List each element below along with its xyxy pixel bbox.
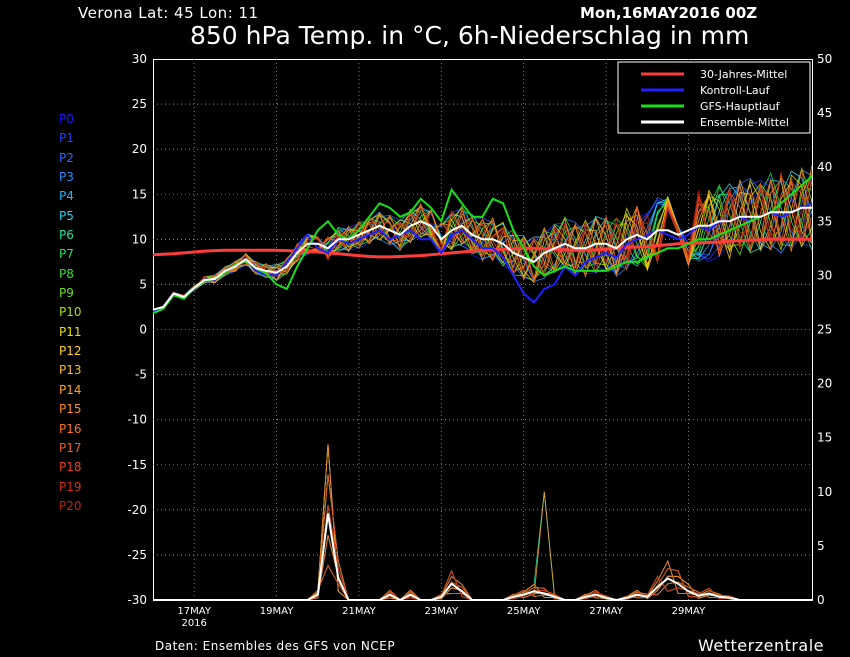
member-label-p16: P16 bbox=[59, 421, 82, 436]
member-label-p19: P19 bbox=[59, 479, 82, 494]
x-tick-label: 25MAY bbox=[507, 606, 541, 617]
x-tick-label: 23MAY bbox=[425, 606, 459, 617]
member-label-p10: P10 bbox=[59, 305, 82, 320]
chart-title: 850 hPa Temp. in °C, 6h-Niederschlag in … bbox=[190, 21, 750, 50]
member-label-p4: P4 bbox=[59, 189, 74, 204]
legend-label: 30-Jahres-Mittel bbox=[700, 68, 787, 81]
member-label-p9: P9 bbox=[59, 286, 74, 301]
member-label-p20: P20 bbox=[59, 498, 82, 513]
y-right-tick-label: 35 bbox=[817, 214, 832, 228]
y-left-tick-label: 5 bbox=[139, 277, 147, 291]
y-left-tick-label: -25 bbox=[127, 548, 147, 562]
member-label-p15: P15 bbox=[59, 402, 82, 417]
member-label-p6: P6 bbox=[59, 228, 74, 243]
member-label-p17: P17 bbox=[59, 440, 82, 455]
y-left-tick-label: -10 bbox=[127, 413, 147, 427]
y-right-tick-label: 10 bbox=[817, 485, 832, 499]
series-line bbox=[152, 202, 813, 313]
main-series bbox=[152, 175, 813, 602]
y-left-tick-label: 15 bbox=[132, 187, 147, 201]
forecast-datetime: Mon,16MAY2016 00Z bbox=[580, 4, 758, 22]
member-temp-line bbox=[152, 180, 813, 311]
y-right-tick-label: 0 bbox=[817, 593, 825, 607]
y-left-tick-label: -30 bbox=[127, 593, 147, 607]
y-right-tick-label: 40 bbox=[817, 160, 832, 174]
y-left-tick-label: 0 bbox=[139, 323, 147, 337]
member-label-p1: P1 bbox=[59, 131, 74, 146]
y-right-tick-label: 25 bbox=[817, 323, 832, 337]
y-left-tick-label: -15 bbox=[127, 458, 147, 472]
legend: 30-Jahres-Mittel Kontroll-Lauf GFS-Hauptla… bbox=[617, 61, 811, 134]
member-label-p11: P11 bbox=[59, 324, 82, 339]
member-label-p13: P13 bbox=[59, 363, 82, 378]
member-label-p12: P12 bbox=[59, 344, 82, 359]
member-label-p14: P14 bbox=[59, 382, 82, 397]
legend-label: Ensemble-Mittel bbox=[700, 116, 789, 129]
member-label-p0: P0 bbox=[59, 112, 74, 126]
series-line bbox=[152, 237, 812, 259]
y-right-tick-label: 45 bbox=[817, 106, 832, 120]
y-right-tick-label: 15 bbox=[817, 431, 832, 445]
member-label-p2: P2 bbox=[59, 150, 74, 165]
axes: 302520151050-5-10-15-20-25-3050454035302… bbox=[127, 52, 832, 629]
y-left-tick-label: 25 bbox=[132, 97, 147, 111]
x-year-label: 2016 bbox=[181, 618, 206, 629]
x-tick-label: 17MAY bbox=[177, 606, 211, 617]
y-left-tick-label: 20 bbox=[132, 142, 147, 156]
ensemble-member-list: P0 P1 P2 P3 P4 P5 P6 P7 P8 P9 P10 P11 P12 P13 P14 P15 P1… bbox=[59, 110, 82, 516]
y-right-tick-label: 30 bbox=[817, 268, 832, 282]
legend-label: Kontroll-Lauf bbox=[700, 84, 771, 97]
x-tick-label: 21MAY bbox=[342, 606, 376, 617]
series-line bbox=[153, 513, 812, 602]
brand-label: Wetterzentrale bbox=[698, 636, 825, 655]
location-label: Verona Lat: 45 Lon: 11 bbox=[78, 4, 259, 22]
series-line bbox=[152, 175, 813, 315]
x-tick-label: 19MAY bbox=[260, 606, 294, 617]
member-label-p7: P7 bbox=[59, 247, 74, 262]
member-temp-line bbox=[152, 166, 813, 311]
y-right-tick-label: 50 bbox=[817, 52, 832, 66]
legend-label: GFS-Hauptlauf bbox=[700, 100, 781, 113]
member-temp-line bbox=[152, 171, 813, 311]
y-left-tick-label: -5 bbox=[135, 368, 147, 382]
plot-frame bbox=[153, 59, 813, 601]
member-label-p3: P3 bbox=[59, 170, 74, 185]
y-left-tick-label: 30 bbox=[132, 52, 147, 66]
member-label-p18: P18 bbox=[59, 460, 82, 475]
y-right-tick-label: 20 bbox=[817, 377, 832, 391]
member-label-p8: P8 bbox=[59, 266, 74, 281]
series-line bbox=[152, 206, 812, 311]
y-left-tick-label: -20 bbox=[127, 503, 147, 517]
x-tick-label: 29MAY bbox=[672, 606, 706, 617]
y-left-tick-label: 10 bbox=[132, 232, 147, 246]
data-source-note: Daten: Ensembles des GFS von NCEP bbox=[155, 639, 396, 653]
x-tick-label: 27MAY bbox=[589, 606, 623, 617]
y-right-tick-label: 5 bbox=[817, 539, 825, 553]
member-label-p5: P5 bbox=[59, 208, 74, 223]
